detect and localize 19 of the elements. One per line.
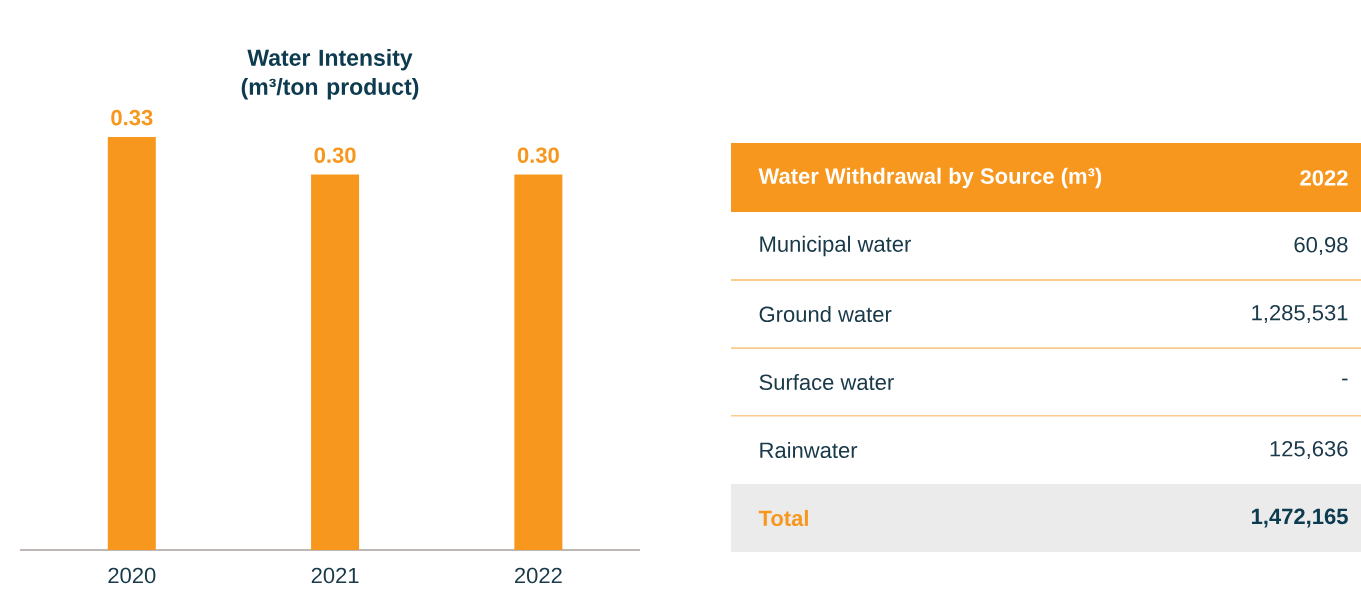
- text: -: [1342, 378, 1348, 381]
- category-label: Ground water: [759, 305, 892, 323]
- category-label: Municipal water: [760, 235, 911, 257]
- chart-title: Water Intensity (m³/ton product): [241, 49, 419, 100]
- data-label: 0.30: [517, 147, 559, 164]
- x-tick-label: 2022: [515, 567, 562, 584]
- category-label: Rainwater: [760, 441, 858, 459]
- text: 1,472,165: [1251, 508, 1348, 528]
- data-label: 0.30: [314, 147, 356, 164]
- text: Water Withdrawal by Source (m³): [758, 167, 1102, 189]
- category-label: Surface water: [759, 373, 894, 391]
- text: 125,636: [1270, 440, 1348, 460]
- text: 1,285,531: [1252, 304, 1348, 324]
- data-label: 0.33: [111, 109, 153, 126]
- category-label: Total: [758, 509, 808, 527]
- x-tick-label: 2021: [311, 567, 359, 584]
- x-tick-label: 2020: [108, 567, 156, 584]
- text: 60,98: [1294, 236, 1348, 256]
- text: 2022: [1300, 170, 1348, 186]
